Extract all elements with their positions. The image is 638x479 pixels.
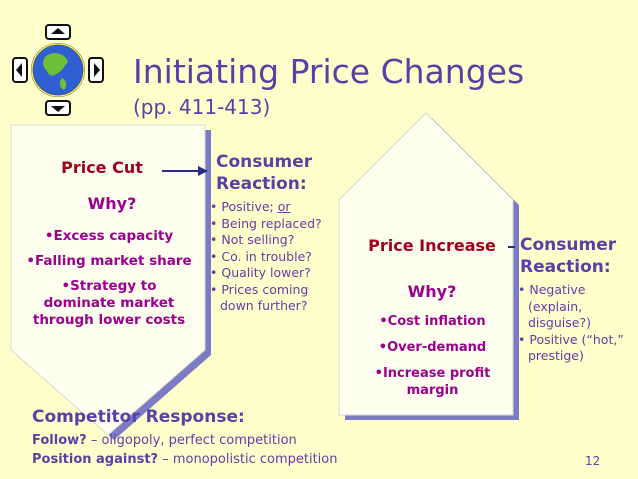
list-item: • Co. in trouble? bbox=[210, 248, 312, 264]
list-item: • Positive (“hot,” prestige) bbox=[518, 331, 624, 364]
competitor-position-line: Position against? – monopolistic competi… bbox=[32, 452, 338, 467]
list-item: • Not selling? bbox=[210, 232, 295, 247]
arrow-right-icon bbox=[162, 166, 208, 176]
price-cut-arrow bbox=[10, 124, 206, 436]
list-item: • Negative (explain, disguise?) bbox=[518, 282, 591, 330]
slide-title: Initiating Price Changes bbox=[133, 52, 525, 91]
consumer-reaction-increase-list: • Negative (explain, disguise?) • Positi… bbox=[518, 282, 636, 365]
page-number: 12 bbox=[585, 454, 601, 468]
list-item: •Strategy to dominate market through low… bbox=[32, 278, 186, 328]
consumer-reaction-cut-heading: Consumer Reaction: bbox=[216, 151, 312, 195]
price-cut-why: Why? bbox=[87, 194, 137, 213]
consumer-reaction-increase-heading: Consumer Reaction: bbox=[520, 234, 616, 278]
price-cut-heading: Price Cut bbox=[61, 158, 143, 177]
list-item: •Falling market share bbox=[26, 253, 192, 269]
list-item: • Being replaced? bbox=[210, 215, 322, 231]
list-item: • Quality lower? bbox=[210, 265, 311, 280]
list-item: •Cost inflation bbox=[379, 314, 486, 329]
consumer-reaction-cut-list: • Positive; or • Being replaced? • Not s… bbox=[210, 199, 346, 315]
list-item: • Positive; or bbox=[210, 199, 291, 214]
heading-line: Consumer bbox=[216, 152, 313, 172]
list-item: •Excess capacity bbox=[44, 228, 174, 244]
heading-line: Reaction: bbox=[216, 174, 307, 194]
price-cut-reasons: •Excess capacity •Falling market share •… bbox=[24, 228, 194, 337]
list-item: • Prices coming down further? bbox=[210, 281, 309, 314]
price-increase-heading: Price Increase bbox=[368, 236, 496, 255]
list-item: •Increase profit margin bbox=[374, 366, 491, 398]
list-item: •Over-demand bbox=[378, 340, 487, 355]
slide-subtitle: (pp. 411-413) bbox=[133, 95, 271, 119]
price-increase-arrow bbox=[338, 112, 514, 416]
position-label: Position against? bbox=[32, 452, 159, 467]
globe-with-arrows-icon bbox=[12, 24, 104, 116]
heading-line: Consumer bbox=[520, 235, 617, 255]
follow-label: Follow? bbox=[32, 433, 87, 448]
competitor-follow-line: Follow? – oligopoly, perfect competition bbox=[32, 433, 297, 448]
competitor-response-heading: Competitor Response: bbox=[32, 407, 245, 427]
price-increase-why: Why? bbox=[407, 282, 457, 301]
price-increase-reasons: •Cost inflation •Over-demand •Increase p… bbox=[355, 313, 510, 408]
heading-line: Reaction: bbox=[520, 257, 611, 277]
